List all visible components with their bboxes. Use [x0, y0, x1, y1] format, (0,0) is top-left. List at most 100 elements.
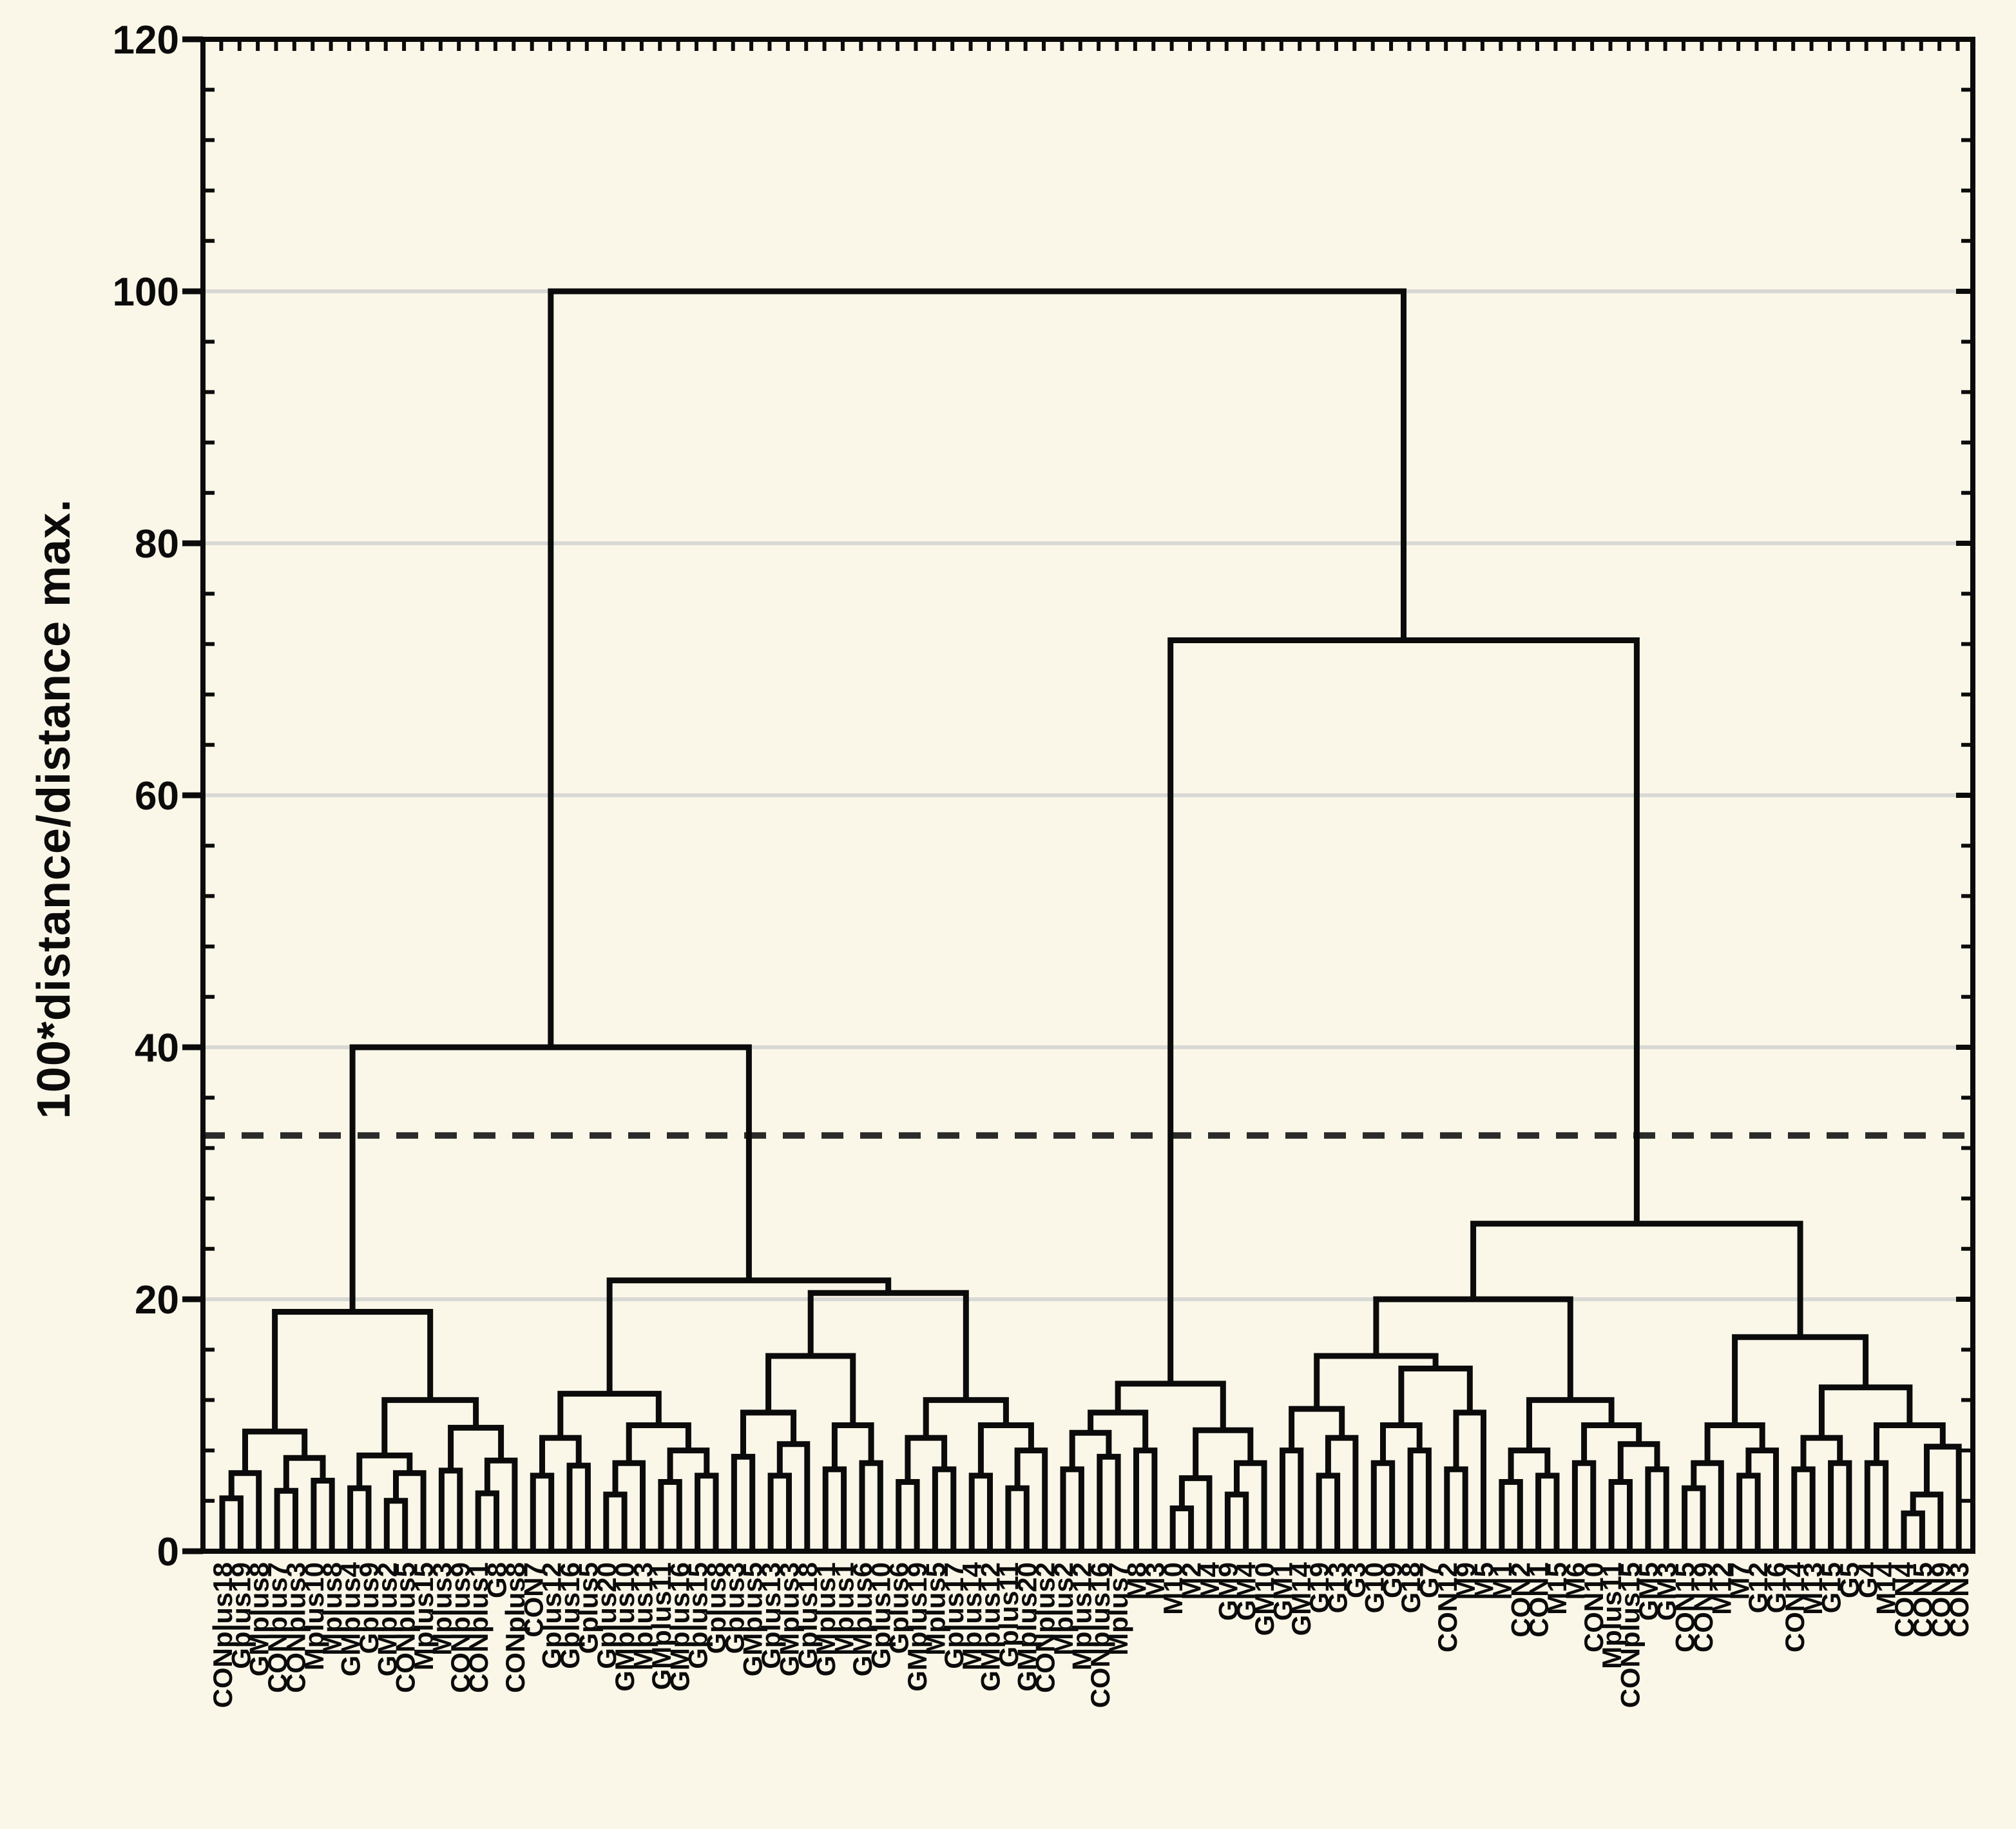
dendrogram-link	[1499, 1479, 1523, 1551]
dendrogram-link	[807, 1290, 969, 1400]
leaf-label: CONplus1	[463, 1562, 494, 1693]
leaf-label: CON3	[1944, 1562, 1974, 1638]
leaf-label: GMplus5	[738, 1562, 768, 1676]
leaf-label: Gplus19	[226, 1562, 256, 1669]
dendrogram-link	[1224, 1491, 1249, 1551]
dendrogram-link	[1014, 1447, 1048, 1551]
dendrogram-link	[1133, 1447, 1158, 1551]
leaf-label: Gplus9	[354, 1562, 384, 1654]
dendrogram-link	[1453, 1409, 1486, 1551]
leaf-label: Gplus20	[591, 1562, 622, 1669]
leaf-label: GMplus6	[847, 1562, 878, 1676]
leaf-label: Gplus11	[994, 1562, 1024, 1667]
dendrogram-link	[731, 1453, 756, 1551]
dendrogram-link	[767, 1473, 792, 1551]
leaf-label: M13	[1798, 1562, 1828, 1615]
leaf-label: Mplus12	[1066, 1562, 1097, 1670]
leaf-label: Gplus5	[573, 1562, 603, 1654]
dendrogram-link	[1060, 1466, 1084, 1551]
dendrogram-link	[1289, 1406, 1345, 1451]
dendrogram-link	[228, 1470, 262, 1551]
leaf-label: CON2	[1505, 1562, 1535, 1638]
leaf-label: CONplus5	[390, 1562, 421, 1693]
dendrogram-link	[557, 1391, 662, 1438]
dendrogram-link	[448, 1424, 504, 1471]
leaf-label: CON1	[1524, 1562, 1554, 1638]
leaf-label: GM4	[1231, 1562, 1262, 1621]
leaf-label: G7	[1414, 1562, 1444, 1598]
dendrogram-link	[1470, 1221, 1803, 1337]
dendrogram-link	[905, 1435, 948, 1482]
dendrogram-link	[695, 1473, 719, 1551]
leaf-label: GM10	[1249, 1562, 1280, 1636]
leaf-label: M9	[1450, 1562, 1481, 1600]
leaf-label: Mplus3	[427, 1562, 457, 1656]
leaf-label: CONplus16	[1085, 1562, 1115, 1708]
dendrogram-link	[932, 1466, 957, 1551]
leaf-label: Mplus5	[920, 1562, 950, 1656]
dendrogram-link	[347, 1485, 372, 1551]
leaf-label: M1	[1487, 1562, 1517, 1600]
leaf-label: G10	[1359, 1562, 1389, 1613]
leaf-label: G12	[1743, 1562, 1773, 1613]
dendrogram-link	[1398, 1366, 1473, 1426]
leaf-label: M2	[1176, 1562, 1207, 1600]
dendrogram-link	[626, 1422, 691, 1464]
dendrogram-link	[658, 1479, 682, 1551]
leaf-label: CON7	[518, 1562, 548, 1638]
dendrogram-link	[1069, 1429, 1112, 1469]
leaf-label: Mplus10	[299, 1562, 329, 1670]
leaf-label: M3	[1140, 1562, 1170, 1600]
dendrogram-link	[1682, 1485, 1706, 1551]
leaf-label: G4	[1852, 1562, 1883, 1598]
dendrogram-link	[1901, 1510, 1925, 1551]
dendrogram-link	[1316, 1473, 1341, 1551]
leaf-label: CONplus15	[1615, 1562, 1645, 1708]
leaf-label: CON14	[1780, 1562, 1810, 1652]
dendrogram-link	[1115, 1380, 1226, 1431]
leaf-label: CONplus18	[207, 1562, 238, 1708]
dendrogram-link	[475, 1490, 499, 1551]
dendrogram-link	[311, 1478, 335, 1551]
leaf-label: GMplus3	[774, 1562, 804, 1676]
leaf-label: GM5	[1633, 1562, 1664, 1621]
leaf-label: CONplus2	[1030, 1562, 1061, 1693]
dendrogram-link	[272, 1309, 434, 1432]
y-tick-label: 60	[135, 774, 179, 818]
dendrogram-link	[968, 1473, 993, 1551]
leaf-label: CONplus9	[445, 1562, 475, 1693]
dendrogram-link	[896, 1479, 920, 1551]
leaf-label: M15	[1542, 1562, 1572, 1615]
dendrogram-link	[1736, 1473, 1761, 1551]
dendrogram-link	[438, 1467, 463, 1551]
leaf-label: Mplus11	[1597, 1562, 1627, 1669]
dendrogram-link	[1178, 1475, 1213, 1551]
dendrogram-link	[1169, 1505, 1195, 1551]
dendrogram-link	[530, 1473, 555, 1551]
leaf-label: GM14	[1286, 1562, 1316, 1636]
y-tick-label: 20	[135, 1278, 179, 1322]
leaf-label: Gplus12	[537, 1562, 567, 1669]
dendrogram-link	[1864, 1460, 1889, 1551]
dendrogram-link	[1910, 1491, 1944, 1551]
leaf-label: M6	[1560, 1562, 1590, 1600]
dendrogram-link	[1193, 1427, 1254, 1478]
y-tick-label: 80	[135, 522, 179, 566]
leaf-label: GMplus20	[1012, 1562, 1042, 1692]
leaf-label: CONplus8	[500, 1562, 530, 1693]
leaf-label: Gplus17	[939, 1562, 969, 1669]
leaf-label: CON5	[1907, 1562, 1937, 1638]
dendrogram-link	[1571, 1460, 1597, 1551]
leaf-label: Mplus13	[628, 1562, 658, 1670]
dendrogram-link	[923, 1397, 1009, 1438]
leaf-label: M10	[1158, 1562, 1188, 1615]
leaf-label: G13	[1323, 1562, 1353, 1613]
dendrogram-link	[219, 1495, 244, 1551]
dendrogram-link	[1745, 1447, 1779, 1551]
leaf-label: G16	[1761, 1562, 1791, 1613]
leaf-label: GMplus19	[902, 1562, 932, 1692]
dendrogram-link	[1645, 1466, 1669, 1551]
dendrogram-link	[242, 1428, 308, 1473]
dendrogram-link	[1608, 1479, 1633, 1551]
